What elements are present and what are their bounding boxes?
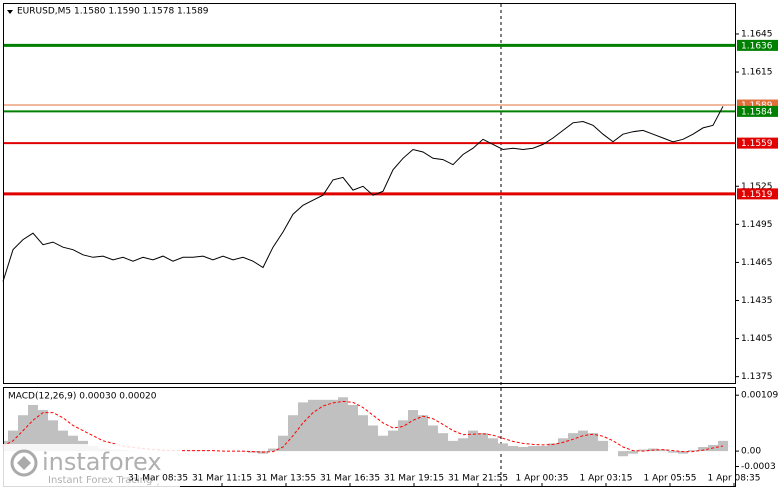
- y-tick-label: 1.1375: [741, 372, 773, 382]
- macd-bar: [568, 433, 578, 452]
- y-tick-label: 0.00: [741, 447, 761, 457]
- macd-bar: [498, 443, 508, 452]
- macd-bar: [428, 425, 438, 452]
- level-label: 1.1584: [741, 107, 773, 117]
- macd-bar: [268, 448, 278, 452]
- y-tick-label: 1.1525: [741, 182, 773, 192]
- macd-bar: [558, 438, 568, 452]
- y-tick-label: 1.1435: [741, 296, 773, 306]
- y-tick-label: 1.1645: [741, 29, 773, 39]
- macd-bar: [58, 430, 68, 452]
- level-label-bg: [737, 188, 778, 200]
- macd-bar: [518, 447, 528, 452]
- macd-bar: [718, 440, 728, 452]
- logo-icon: [10, 449, 38, 477]
- level-label: 1.1636: [741, 41, 773, 51]
- macd-bar: [298, 402, 308, 452]
- macd-bar: [448, 440, 458, 452]
- x-tick-label: 1 Apr 00:35: [516, 474, 569, 484]
- macd-frame: [3, 387, 736, 487]
- price-frame: [3, 3, 736, 384]
- macd-bar: [388, 430, 398, 452]
- macd-bar: [48, 420, 58, 452]
- watermark: instaforex Instant Forex Tracing: [3, 444, 180, 487]
- macd-bar: [318, 399, 328, 452]
- macd-bar: [678, 451, 688, 454]
- macd-bar: [588, 433, 598, 452]
- macd-bar: [478, 433, 488, 452]
- macd-bar: [488, 438, 498, 452]
- y-tick-label: 1.1465: [741, 258, 773, 268]
- level-label: 1.1559: [741, 139, 773, 149]
- x-tick-label: 31 Mar 08:35: [128, 474, 188, 484]
- y-tick-label: 1.1495: [741, 220, 773, 230]
- macd-bar: [408, 410, 418, 452]
- watermark-tagline: Instant Forex Tracing: [48, 475, 152, 486]
- logo-icon-inner: [17, 456, 31, 470]
- macd-bar: [328, 399, 338, 452]
- x-tick-label: 1 Apr 05:55: [644, 474, 697, 484]
- x-tick-label: 31 Mar 16:35: [320, 474, 380, 484]
- chart-title: EURUSD,M5 1.1580 1.1590 1.1578 1.1589: [17, 7, 209, 17]
- macd-title: MACD(12,26,9) 0.00030 0.00020: [8, 392, 157, 402]
- macd-bar: [308, 399, 318, 452]
- macd-bar: [638, 449, 648, 452]
- x-tick-label: 31 Mar 21:55: [448, 474, 508, 484]
- macd-bar: [658, 449, 668, 452]
- macd-bar: [468, 430, 478, 452]
- x-tick-label: 31 Mar 11:15: [192, 474, 252, 484]
- price-line: [2, 106, 724, 282]
- macd-bar: [288, 415, 298, 452]
- macd-bar: [398, 420, 408, 452]
- macd-bar: [378, 435, 388, 452]
- macd-bar: [68, 435, 78, 452]
- watermark-bg: [3, 444, 180, 487]
- macd-bar: [698, 447, 708, 452]
- macd-bar: [578, 430, 588, 452]
- x-tick-label: 31 Mar 13:55: [256, 474, 316, 484]
- macd-bar: [278, 435, 288, 452]
- macd-bar: [628, 451, 638, 454]
- macd-bar: [618, 451, 628, 457]
- macd-bar: [38, 410, 48, 452]
- level-label-bg: [737, 137, 778, 149]
- macd-bar: [688, 450, 698, 452]
- y-tick-label: 0.00109: [741, 391, 778, 401]
- y-tick-label: -0.0003: [741, 462, 776, 472]
- macd-bar: [358, 415, 368, 452]
- macd-bar: [28, 404, 38, 452]
- x-tick-label: 1 Apr 03:15: [580, 474, 633, 484]
- macd-bar: [348, 404, 358, 452]
- y-tick-label: 1.1405: [741, 334, 773, 344]
- macd-bar: [538, 445, 548, 452]
- menu-arrow: [7, 10, 13, 14]
- macd-bar: [668, 451, 678, 453]
- level-label-bg: [737, 105, 778, 117]
- macd-bar: [338, 397, 348, 452]
- macd-bar: [438, 433, 448, 452]
- macd-bar: [528, 445, 538, 452]
- level-label: 1.1519: [741, 190, 773, 200]
- level-label-bg: [737, 39, 778, 51]
- macd-bar: [598, 440, 608, 452]
- y-tick-label: 1.1615: [741, 68, 773, 78]
- x-tick-label: 31 Mar 19:15: [384, 474, 444, 484]
- macd-bar: [458, 438, 468, 452]
- level-label-bg: [737, 99, 778, 111]
- macd-bar: [368, 425, 378, 452]
- watermark-brand: instaforex: [42, 448, 162, 476]
- macd-bar: [548, 443, 558, 452]
- macd-bar: [18, 415, 28, 452]
- x-tick-label: 1 Apr 08:35: [708, 474, 761, 484]
- macd-bar: [418, 415, 428, 452]
- macd-bar: [508, 445, 518, 452]
